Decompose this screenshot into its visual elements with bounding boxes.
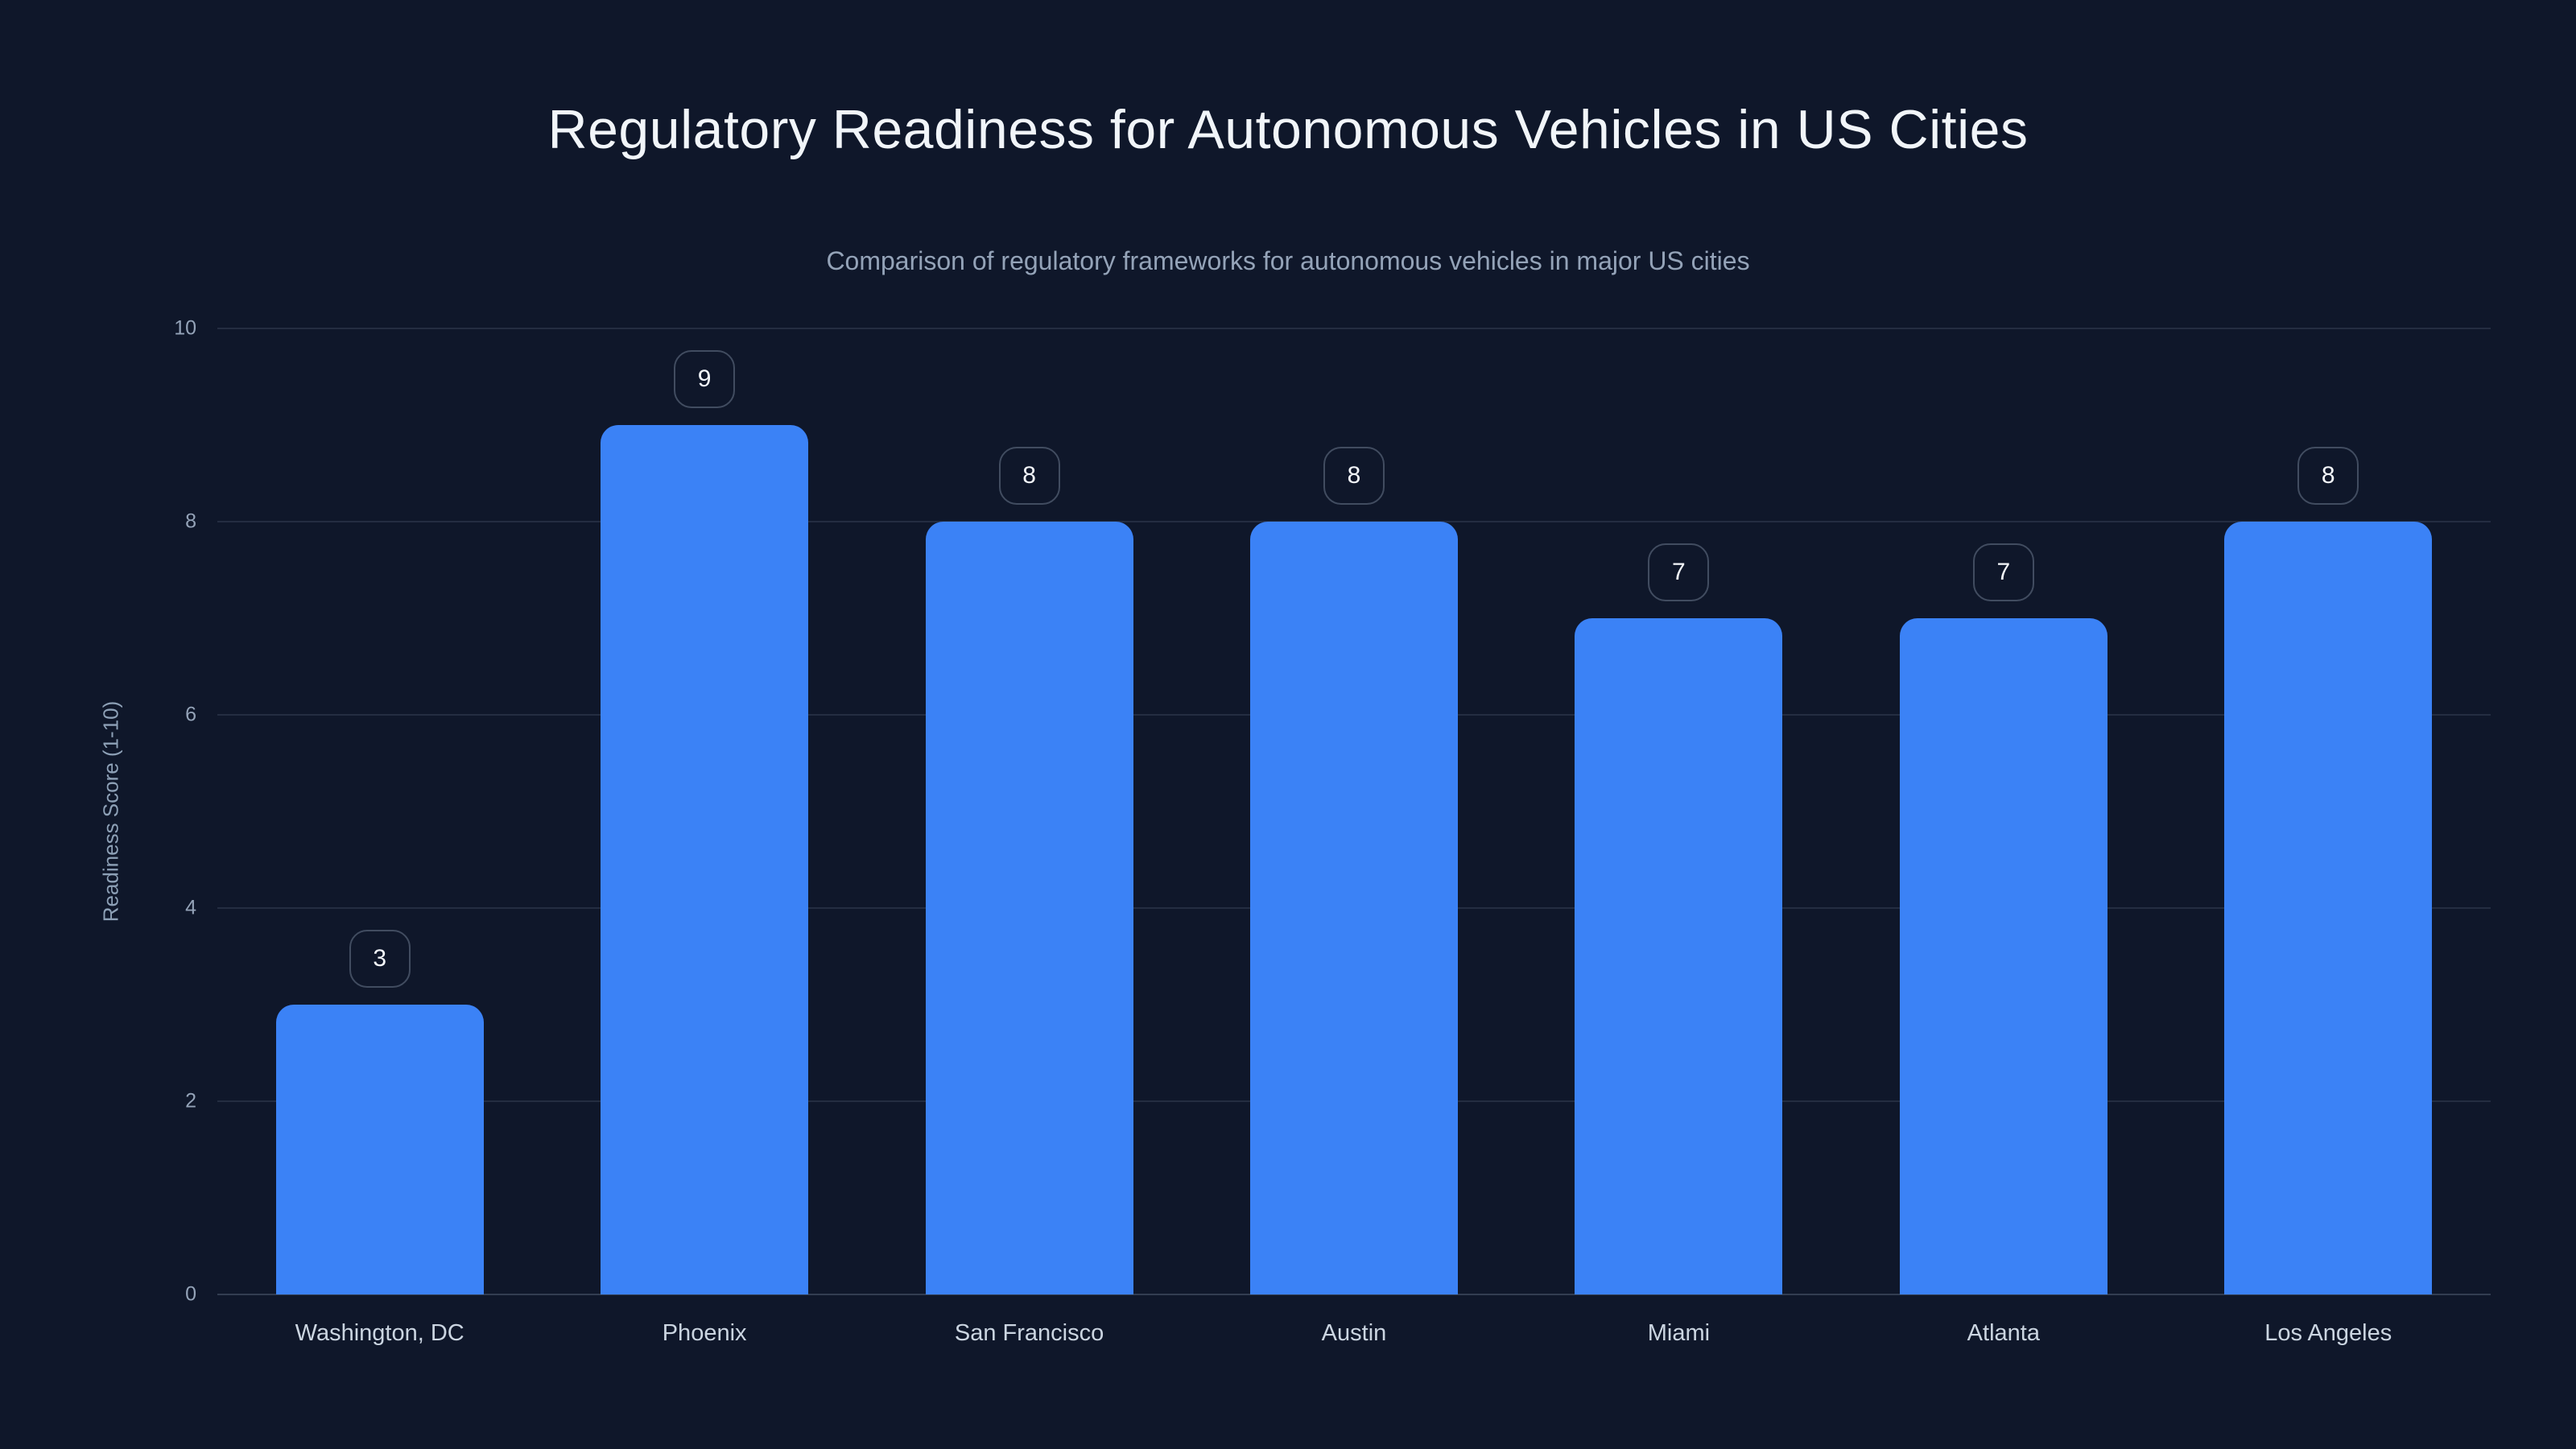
y-tick-label: 10: [174, 316, 196, 340]
x-tick-label: Atlanta: [1967, 1320, 2040, 1346]
bar: [275, 1005, 484, 1294]
x-tick-label: San Francisco: [954, 1320, 1104, 1346]
value-badge: 3: [349, 930, 411, 988]
value-badge: 9: [674, 350, 736, 408]
bar: [601, 425, 809, 1294]
bar: [1899, 618, 2107, 1294]
y-axis-title: Readiness Score (1-10): [98, 700, 123, 923]
x-axis-line: [217, 1294, 2491, 1295]
x-tick-label: Miami: [1647, 1320, 1711, 1346]
plot-area: 0 2 4 6 8 10 3 9 8 8 7 7 8: [174, 318, 2491, 1304]
y-tick-label: 6: [185, 703, 196, 726]
value-badge: 8: [1323, 447, 1385, 505]
bar: [925, 522, 1133, 1294]
y-tick-label: 0: [185, 1282, 196, 1306]
chart-subtitle: Comparison of regulatory frameworks for …: [826, 246, 1750, 275]
x-tick-label: Phoenix: [662, 1320, 747, 1346]
x-tick-label: Washington, DC: [295, 1320, 464, 1346]
bar-group: 7: [1517, 328, 1841, 1294]
bar-group: 7: [1841, 328, 2165, 1294]
bars-container: 3 9 8 8 7 7 8: [217, 328, 2491, 1294]
value-badge: 7: [1972, 543, 2034, 601]
x-tick-label: Los Angeles: [2264, 1320, 2392, 1346]
bar: [1575, 618, 1783, 1294]
bar-group: 8: [1191, 328, 1516, 1294]
x-tick-label: Austin: [1321, 1320, 1387, 1346]
y-tick-label: 4: [185, 896, 196, 919]
bar-group: 8: [2166, 328, 2491, 1294]
value-badge: 7: [1648, 543, 1710, 601]
y-tick-label: 8: [185, 510, 196, 533]
value-badge: 8: [2297, 447, 2359, 505]
bar: [2224, 522, 2433, 1294]
y-tick-label: 2: [185, 1089, 196, 1113]
value-badge: 8: [998, 447, 1060, 505]
bar-group: 9: [542, 328, 866, 1294]
gridline: [217, 328, 2491, 329]
x-axis-labels: Washington, DC Phoenix San Francisco Austin…: [217, 1320, 2491, 1347]
bar: [1249, 522, 1458, 1294]
chart-title: Regulatory Readiness for Autonomous Vehi…: [547, 99, 2029, 160]
bar-group: 3: [217, 328, 542, 1294]
bar-group: 8: [867, 328, 1191, 1294]
